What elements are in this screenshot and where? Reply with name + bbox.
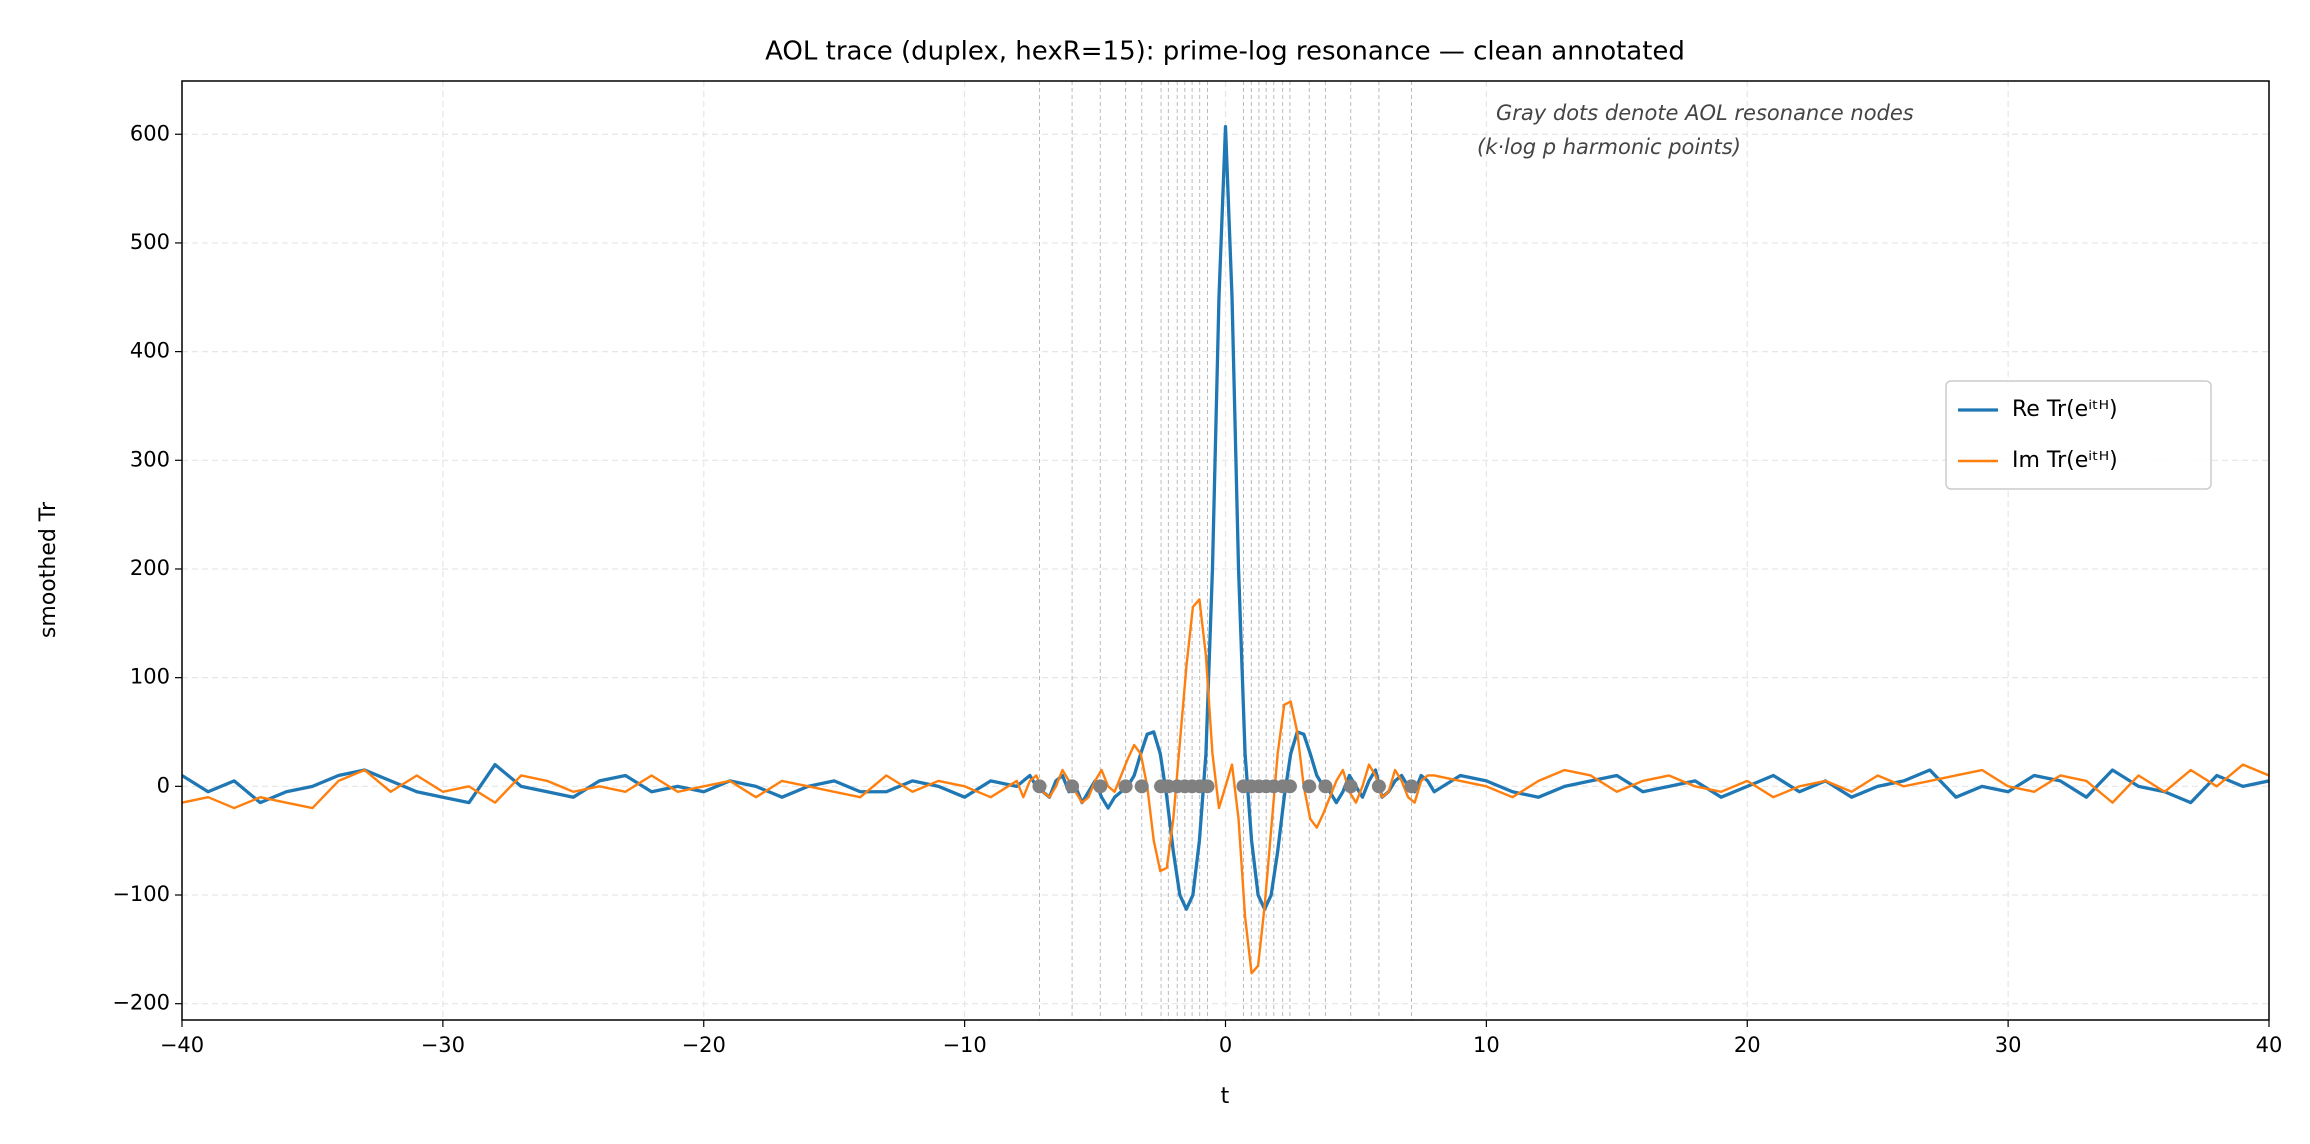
chart-title: AOL trace (duplex, hexR=15): prime-log r… xyxy=(765,37,1685,67)
resonance-node xyxy=(1065,779,1080,794)
x-tick-label: 40 xyxy=(2256,1033,2283,1057)
x-tick-label: 0 xyxy=(1219,1033,1232,1057)
y-tick-label: 500 xyxy=(130,230,170,254)
series-line xyxy=(182,598,2269,975)
resonance-node xyxy=(1093,779,1108,794)
x-tick-label: −10 xyxy=(942,1033,986,1057)
x-tick-label: −20 xyxy=(682,1033,726,1057)
resonance-node xyxy=(1282,779,1297,794)
legend-box xyxy=(1945,380,2212,490)
resonance-node xyxy=(1134,779,1149,794)
y-tick-label: 0 xyxy=(157,773,170,797)
resonance-node xyxy=(1343,779,1358,794)
y-tick-label: 100 xyxy=(130,665,170,689)
y-tick-label: −100 xyxy=(112,882,170,906)
y-tick-label: 200 xyxy=(130,556,170,580)
x-tick-label: 20 xyxy=(1734,1033,1761,1057)
resonance-node xyxy=(1032,779,1047,794)
x-tick-label: 30 xyxy=(1995,1033,2022,1057)
x-tick-label: 10 xyxy=(1473,1033,1500,1057)
y-tick-label: −200 xyxy=(112,991,170,1015)
y-tick-label: 600 xyxy=(130,121,170,145)
x-axis-label: t xyxy=(1221,1084,1230,1109)
resonance-node xyxy=(1371,779,1386,794)
annotation: Gray dots denote AOL resonance nodes xyxy=(1496,101,1914,125)
resonance-node xyxy=(1118,779,1133,794)
resonance-node xyxy=(1404,779,1419,794)
legend-label: Im Tr(eⁱᵗᴴ) xyxy=(2012,448,2118,473)
resonance-node xyxy=(1318,779,1333,794)
y-tick-label: 300 xyxy=(130,447,170,471)
legend-label: Re Tr(eⁱᵗᴴ) xyxy=(2012,397,2118,422)
resonance-node xyxy=(1200,779,1215,794)
y-tick-label: 400 xyxy=(130,339,170,363)
annotation: (k·log p harmonic points) xyxy=(1477,135,1741,159)
y-axis-label: smoothed Tr xyxy=(36,501,61,638)
resonance-node xyxy=(1302,779,1317,794)
x-tick-label: −40 xyxy=(160,1033,204,1057)
x-tick-label: −30 xyxy=(421,1033,465,1057)
series-line xyxy=(182,125,2269,911)
plot-frame xyxy=(181,80,2270,1021)
